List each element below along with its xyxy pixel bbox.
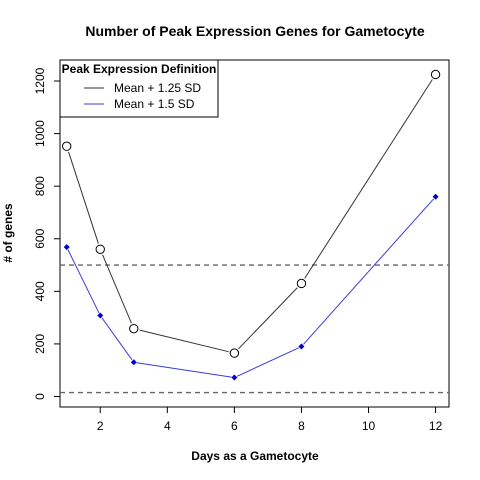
data-point-mean-1-5-sd-3 <box>130 359 137 366</box>
data-point-mean-1-5-sd-1 <box>63 244 70 251</box>
data-point-mean-1-25-sd-2 <box>95 244 105 254</box>
series-line-mean-1-5-sd-seg-1 <box>101 317 133 361</box>
series-line-mean-1-25-sd-seg-1 <box>102 254 132 324</box>
series-line-mean-1-5-sd-seg-3 <box>236 347 299 377</box>
data-point-mean-1-5-sd-12 <box>432 193 439 200</box>
y-tick-label-400: 400 <box>33 281 47 301</box>
x-tick-label-10: 10 <box>362 419 376 433</box>
y-tick-label-800: 800 <box>33 176 47 196</box>
data-point-mean-1-5-sd-6 <box>231 374 238 381</box>
series-layer <box>62 69 441 381</box>
x-tick-label-2: 2 <box>97 419 104 433</box>
data-point-mean-1-5-sd-8 <box>298 343 305 350</box>
legend-label-mean-1-25-sd: Mean + 1.25 SD <box>114 81 201 95</box>
y-tick-label-0: 0 <box>33 393 47 400</box>
x-tick-label-6: 6 <box>231 419 238 433</box>
legend-title: Peak Expression Definition <box>62 62 217 76</box>
data-point-mean-1-25-sd-1 <box>62 141 72 151</box>
data-point-mean-1-25-sd-6 <box>229 348 240 358</box>
reference-lines <box>60 264 449 394</box>
y-tick-label-1200: 1200 <box>33 67 47 94</box>
series-line-mean-1-5-sd-seg-0 <box>67 249 100 314</box>
y-tick-label-1000: 1000 <box>33 120 47 147</box>
series-line-mean-1-25-sd-seg-3 <box>238 287 298 350</box>
legend-label-mean-1-5-sd: Mean + 1.5 SD <box>114 97 195 111</box>
data-point-mean-1-25-sd-12 <box>430 69 441 80</box>
x-tick-label-4: 4 <box>164 419 171 433</box>
plot-frame <box>59 59 450 408</box>
x-axis: 2 4 6 8 10 12 <box>97 407 443 433</box>
series-line-mean-1-5-sd-seg-4 <box>303 198 434 345</box>
y-axis: 0 200 400 600 800 1000 1200 <box>33 67 60 400</box>
data-point-mean-1-25-sd-3 <box>129 323 139 334</box>
series-line-mean-1-25-sd-seg-2 <box>139 329 229 353</box>
x-tick-label-12: 12 <box>429 419 443 433</box>
x-axis-label: Days as a Gametocyte <box>191 449 319 463</box>
chart-title: Number of Peak Expression Genes for Game… <box>85 23 424 39</box>
data-point-mean-1-25-sd-8 <box>296 278 307 289</box>
y-tick-label-200: 200 <box>33 334 47 354</box>
y-tick-label-600: 600 <box>33 228 47 248</box>
series-line-mean-1-25-sd-seg-0 <box>68 151 99 244</box>
y-axis-label: # of genes <box>1 203 15 263</box>
series-line-mean-1-5-sd-seg-2 <box>136 362 232 378</box>
legend: Peak Expression Definition Mean + 1.25 S… <box>59 59 219 118</box>
data-point-mean-1-5-sd-2 <box>97 312 104 319</box>
series-line-mean-1-25-sd-seg-4 <box>304 79 433 279</box>
x-tick-label-8: 8 <box>298 419 305 433</box>
